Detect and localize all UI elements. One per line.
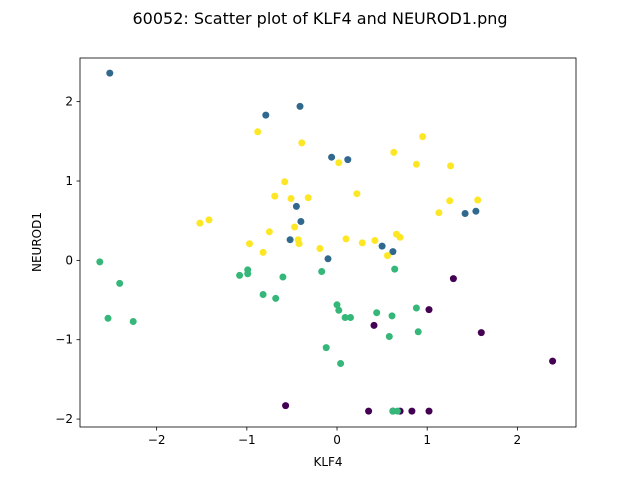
data-point	[304, 194, 312, 202]
data-point	[412, 160, 420, 168]
x-tick-label: 2	[514, 433, 522, 447]
data-point	[259, 291, 267, 298]
y-tick-label: 0	[65, 253, 73, 267]
data-point	[328, 153, 336, 161]
data-point	[265, 228, 273, 236]
data-point	[391, 265, 399, 273]
data-point	[324, 255, 332, 263]
data-point	[291, 223, 299, 231]
y-tick-label: 2	[65, 95, 73, 109]
data-point	[370, 321, 378, 329]
data-point	[425, 407, 433, 415]
data-point	[393, 407, 401, 415]
data-point	[335, 159, 343, 167]
data-point	[254, 128, 262, 136]
data-point	[298, 139, 306, 147]
data-point	[358, 239, 366, 247]
axes-layer: −2 −1 0 1 2 −2 −1 0 1 2	[55, 57, 577, 447]
data-point	[106, 69, 114, 77]
data-point	[389, 248, 397, 256]
data-point	[116, 279, 124, 287]
data-point	[342, 235, 350, 243]
points-layer	[96, 69, 557, 415]
data-point	[262, 111, 270, 119]
x-tick-label: −1	[238, 433, 256, 447]
data-point	[318, 268, 326, 275]
data-point	[236, 271, 244, 279]
data-point	[371, 237, 379, 244]
data-point	[129, 318, 137, 325]
data-point	[344, 156, 352, 164]
data-point	[205, 216, 213, 224]
data-point	[196, 219, 204, 227]
data-point	[244, 270, 252, 278]
data-point	[353, 190, 361, 198]
data-point	[461, 210, 469, 217]
data-point	[287, 195, 295, 202]
data-point	[435, 209, 443, 217]
data-point	[272, 294, 280, 302]
data-point	[281, 178, 289, 186]
data-point	[472, 207, 480, 215]
data-point	[388, 312, 396, 320]
data-point	[477, 329, 485, 337]
data-point	[447, 162, 455, 170]
data-point	[96, 258, 104, 266]
data-point	[419, 133, 427, 141]
data-point	[412, 304, 420, 312]
data-point	[408, 407, 416, 415]
y-tick-label: 1	[65, 174, 73, 188]
data-point	[259, 248, 267, 256]
x-tick-label: 0	[333, 433, 341, 447]
x-axis-label: KLF4	[313, 455, 342, 469]
data-point	[296, 102, 304, 110]
data-point	[449, 275, 457, 283]
data-point	[474, 196, 482, 204]
data-point	[337, 360, 345, 367]
y-tick-label: −1	[55, 333, 73, 347]
data-point	[333, 301, 341, 309]
data-point	[286, 236, 294, 244]
data-point	[297, 218, 305, 225]
data-point	[335, 306, 343, 314]
data-point	[396, 233, 404, 241]
y-axis-label: NEUROD1	[30, 212, 44, 272]
data-point	[104, 314, 112, 322]
data-point	[414, 328, 422, 336]
data-point	[295, 240, 303, 248]
data-point	[341, 314, 349, 321]
data-point	[446, 197, 454, 205]
data-point	[271, 192, 279, 200]
data-point	[292, 202, 300, 210]
data-point	[316, 245, 324, 252]
plot-frame	[79, 57, 577, 428]
data-point	[279, 273, 287, 281]
data-point	[373, 309, 381, 317]
data-point	[390, 148, 398, 156]
data-point	[378, 242, 386, 250]
data-point	[246, 240, 253, 248]
data-point	[347, 314, 354, 321]
y-tick-label: −2	[55, 412, 73, 426]
data-point	[282, 402, 290, 410]
data-point	[384, 252, 391, 260]
data-point	[425, 306, 433, 314]
data-point	[365, 407, 373, 415]
chart-title: 60052: Scatter plot of KLF4 and NEUROD1.…	[132, 9, 507, 28]
x-tick-label: 1	[423, 433, 431, 447]
data-point	[549, 357, 557, 365]
data-point	[385, 333, 393, 340]
data-point	[322, 344, 330, 352]
x-tick-label: −2	[148, 433, 166, 447]
